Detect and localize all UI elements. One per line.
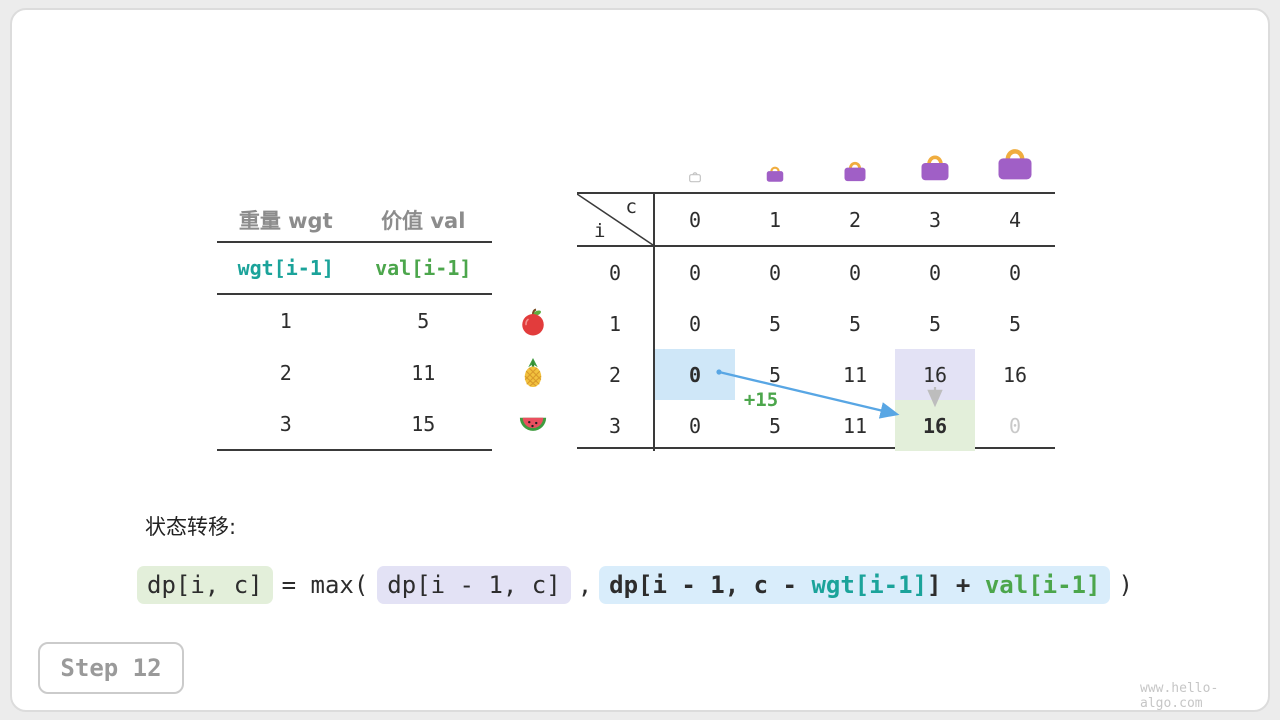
- dp-cell-r2-c2: 11: [842, 362, 868, 387]
- items-symbol-val: val[i-1]: [375, 256, 472, 280]
- dp-cell-r2-c4: 16: [1002, 362, 1028, 387]
- dp-col-header-3: 3: [895, 194, 975, 247]
- dp-col-header-4: 4: [975, 194, 1055, 247]
- apple-icon: [518, 307, 548, 337]
- dp-cell-r0-c0: 0: [688, 260, 702, 285]
- dp-cell-r3-c2: 11: [842, 413, 868, 438]
- dp-cell-r3-c1: 5: [768, 413, 782, 438]
- item-1-value: 5: [417, 309, 430, 333]
- dp-cell-r1-c3: 5: [928, 311, 942, 336]
- items-symbol-row: wgt[i-1] val[i-1]: [217, 243, 492, 295]
- formula-arg2-wgt: wgt[i-1]: [811, 571, 928, 599]
- bag-icon-capacity-1: [764, 162, 786, 184]
- bag-icon-capacity-0: [687, 168, 703, 184]
- bag-icon-capacity-4: [993, 140, 1037, 184]
- dp-cell-r1-c4: 5: [1008, 311, 1022, 336]
- corner-row-var: i: [594, 220, 606, 242]
- formula-arg2-val: val[i-1]: [984, 571, 1101, 599]
- watermelon-icon: [518, 409, 548, 439]
- dp-table: c i 0 1 2 3 4 0 0 0 0 0 0 1 0 5 5 5 5 2 …: [577, 192, 1055, 451]
- corner-col-var: c: [625, 196, 637, 218]
- step-indicator: Step 12: [38, 642, 184, 694]
- items-row-1: 1 5: [217, 295, 492, 347]
- dp-row-header-3: 3: [577, 400, 655, 451]
- transition-label: 状态转移:: [145, 515, 237, 539]
- formula-arg2-prefix: dp[i - 1, c -: [609, 571, 812, 599]
- formula-arg2-plus: +: [941, 571, 985, 599]
- items-symbol-wgt: wgt[i-1]: [237, 256, 334, 280]
- dp-cell-r0-c1: 0: [768, 260, 782, 285]
- formula-arg2: dp[i - 1, c - wgt[i-1]] + val[i-1]: [599, 566, 1111, 604]
- item-2-value: 11: [411, 360, 436, 385]
- transition-formula: dp[i, c] = max( dp[i - 1, c] , dp[i - 1,…: [137, 566, 1133, 604]
- items-col-header-weight: 重量 wgt: [238, 208, 333, 233]
- pineapple-icon: [518, 358, 548, 388]
- corner-diagonal-line: [577, 194, 653, 245]
- dp-col-header-2: 2: [815, 194, 895, 247]
- formula-comma: ,: [577, 571, 593, 599]
- formula-lhs: dp[i, c]: [137, 566, 273, 604]
- bag-icon-capacity-2: [841, 156, 869, 184]
- dp-cell-r2-c3-compare: 16: [895, 349, 975, 400]
- dp-cell-r0-c3: 0: [928, 260, 942, 285]
- dp-cell-r3-c4-pending: 0: [1008, 413, 1022, 438]
- formula-arg2-bracket: ]: [927, 571, 942, 599]
- item-3-weight: 3: [279, 411, 292, 436]
- items-header-row: 重量 wgt 价值 val: [217, 198, 492, 243]
- item-2-weight: 2: [279, 360, 292, 385]
- item-3-value: 15: [411, 411, 436, 436]
- dp-cell-r0-c4: 0: [1008, 260, 1022, 285]
- dp-row-header-1: 1: [577, 298, 655, 349]
- formula-close-paren: ): [1118, 571, 1133, 599]
- bag-icon-capacity-3: [917, 148, 953, 184]
- dp-cell-r1-c0: 0: [688, 311, 702, 336]
- items-table: 重量 wgt 价值 val wgt[i-1] val[i-1] 1 5 2 11…: [217, 198, 492, 451]
- dp-cell-r3-c0: 0: [688, 413, 702, 438]
- plus-value-annotation: +15: [743, 389, 779, 411]
- items-row-3: 3 15: [217, 398, 492, 449]
- watermark: www.hello-algo.com: [1140, 681, 1219, 711]
- dp-col-header-1: 1: [735, 194, 815, 247]
- dp-cell-r3-c3-result: 16: [895, 400, 975, 451]
- dp-cell-r0-c2: 0: [848, 260, 862, 285]
- dp-row-header-2: 2: [577, 349, 655, 400]
- formula-equals-max: = max(: [281, 571, 369, 599]
- dp-cell-r2-c0-source: 0: [655, 349, 735, 400]
- items-col-header-value: 价值 val: [381, 208, 466, 233]
- dp-corner-cell: c i: [577, 194, 655, 247]
- items-row-2: 2 11: [217, 347, 492, 398]
- dp-row-header-0: 0: [577, 247, 655, 298]
- formula-arg1: dp[i - 1, c]: [377, 566, 571, 604]
- dp-cell-r1-c2: 5: [848, 311, 862, 336]
- item-1-weight: 1: [279, 309, 292, 333]
- figure-card: 重量 wgt 价值 val wgt[i-1] val[i-1] 1 5 2 11…: [10, 8, 1270, 712]
- dp-col-header-0: 0: [655, 194, 735, 247]
- dp-cell-r1-c1: 5: [768, 311, 782, 336]
